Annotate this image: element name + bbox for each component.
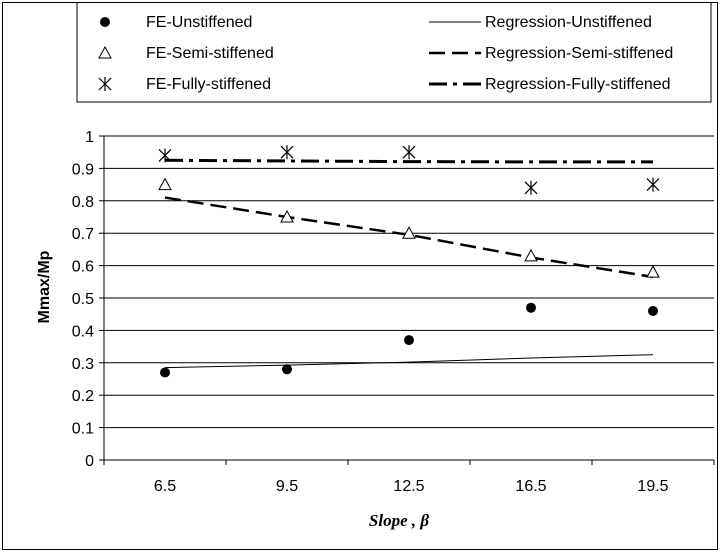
y-tick-labels: 0 0.1 0.2 0.3 0.4 0.5 0.6 0.7 0.8 0.9 1 [72, 129, 94, 470]
legend-box [76, 3, 712, 103]
axes [103, 136, 715, 465]
y-tick-label: 0.5 [72, 291, 94, 308]
regression-line [164, 196, 654, 279]
y-tick-label: 0.6 [72, 259, 94, 276]
data-point [404, 335, 414, 346]
legend-marker [100, 17, 110, 27]
data-point [402, 226, 416, 239]
legend-item: FE-Fully-stiffened [98, 76, 271, 93]
legend-label: FE-Fully-stiffened [146, 76, 271, 93]
x-tick-labels: 6.5 9.5 12.5 16.5 19.5 [154, 478, 669, 495]
legend-marker [98, 45, 112, 59]
data-point [524, 248, 538, 262]
legend-label: FE-Semi-stiffened [146, 45, 274, 62]
regression-line [164, 354, 654, 369]
y-tick-label: 0.8 [72, 194, 94, 211]
regression-line [164, 158, 653, 164]
legend-item: Regression-Fully-stiffened [429, 76, 671, 93]
data-point [402, 145, 416, 160]
legend-marker [98, 77, 112, 91]
legend-label: Regression-Semi-stiffened [485, 45, 673, 62]
y-tick-label: 0.3 [72, 356, 94, 373]
data-point [646, 265, 660, 278]
legend-label: Regression-Fully-stiffened [485, 76, 671, 93]
data-point [280, 209, 294, 223]
y-tick-label: 0.1 [72, 421, 94, 438]
legend-item: FE-Unstiffened [100, 14, 252, 31]
data-point [280, 145, 294, 160]
data-point [526, 302, 536, 313]
x-tick-label: 12.5 [393, 478, 424, 495]
x-tick-label: 9.5 [276, 478, 298, 495]
y-tick-label: 0.2 [72, 388, 94, 405]
data-point [282, 364, 292, 375]
chart: 0 0.1 0.2 0.3 0.4 0.5 0.6 0.7 0.8 0.9 1 6.5 9.5 12.5… [36, 3, 715, 530]
legend-item: Regression-Semi-stiffened [429, 45, 673, 62]
data-point [158, 177, 172, 191]
y-tick-label: 0.9 [72, 161, 94, 178]
x-tick-label: 19.5 [637, 478, 668, 495]
data-point [160, 367, 170, 378]
data-point [646, 177, 660, 192]
legend: FE-Unstiffened Regression-Unstiffened FE-S… [76, 3, 712, 103]
y-tick-label: 0.4 [72, 323, 94, 340]
x-tick-label: 6.5 [154, 478, 176, 495]
gridlines [99, 135, 714, 461]
data-points [158, 145, 660, 378]
y-axis-label: Mmax/Mp [36, 250, 53, 323]
legend-label: FE-Unstiffened [146, 14, 252, 31]
y-tick-label: 0.7 [72, 226, 94, 243]
legend-label: Regression-Unstiffened [485, 14, 652, 31]
data-point [158, 148, 172, 163]
y-tick-label: 0 [85, 453, 94, 470]
x-axis-label: Slope , β [369, 511, 429, 530]
legend-item: FE-Semi-stiffened [98, 45, 274, 62]
y-tick-label: 1 [85, 129, 94, 146]
legend-item: Regression-Unstiffened [429, 14, 652, 31]
data-point [524, 180, 538, 195]
x-tick-label: 16.5 [515, 478, 546, 495]
data-point [648, 305, 658, 316]
regression-lines [164, 158, 654, 369]
